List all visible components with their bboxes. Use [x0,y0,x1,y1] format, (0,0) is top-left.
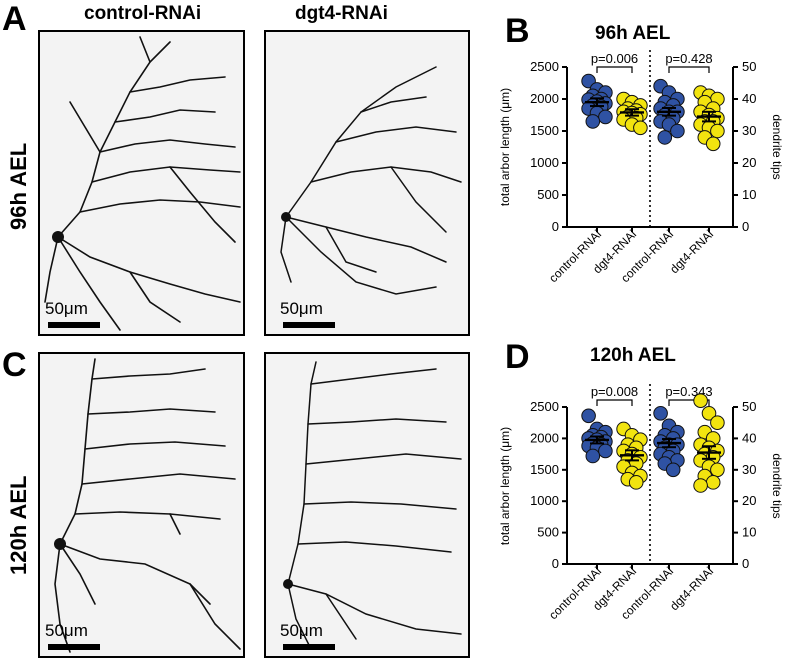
scale-bar [48,644,100,650]
data-point [705,136,721,152]
scale-bar [283,644,335,650]
y2-axis-label: dendrite tips [770,453,784,518]
data-point [585,114,601,129]
data-point [598,109,613,125]
scale-bar-label: 50μm [280,621,323,640]
data-point [585,448,601,464]
significance-bracket [596,399,633,406]
significance-bracket [596,66,633,73]
panel-letter-c: C [2,346,27,384]
y2-tick-label: 50 [742,59,756,74]
scale-bar-label: 50μm [280,299,323,318]
y-tick-label: 0 [552,219,559,234]
data-point [598,443,613,459]
chart-title-120h: 120h AEL [590,345,676,366]
panel-letter-b: B [505,12,530,50]
y-axis: 0 500 1000 1500 2000 2500 [530,399,568,571]
neuron-image [280,66,462,295]
data-point [657,130,673,145]
y2-tick-label: 20 [742,493,756,508]
y-axis: 0 500 1000 1500 2000 2500 [530,59,568,234]
micrograph-dgt4-96h: 50μm [264,30,470,336]
y-tick-label: 1500 [530,123,559,138]
data-point [670,123,685,139]
y2-tick-label: 0 [742,219,749,234]
significance-bracket [668,66,710,73]
chart-d: 0 500 1000 1500 2000 2500 0 10 20 30 40 50 total a… [498,384,784,622]
scale-bar [48,322,100,328]
y-tick-label: 500 [537,187,559,202]
significance-bracket [668,399,710,406]
row-label-120h: 120h AEL [6,475,31,575]
data-point [710,415,725,431]
data-point [665,462,681,478]
data-point [693,393,708,409]
y-tick-label: 1000 [530,493,559,508]
y-tick-label: 1000 [530,155,559,170]
panel-letter-a: A [2,0,27,38]
micrograph-control-120h: 50μm [38,352,245,658]
p-value-label: p=0.006 [591,51,638,66]
y2-tick-label: 40 [742,91,756,106]
data-point [633,120,648,136]
y2-tick-label: 10 [742,525,756,540]
micrograph-control-96h: 50μm [38,30,245,336]
column-header-dgt4: dgt4-RNAi [295,3,388,24]
neuron-image [283,361,462,650]
scale-bar-label: 50μm [45,299,88,318]
y2-axis: 0 10 20 30 40 50 [732,399,756,571]
y-tick-label: 2000 [530,91,559,106]
column-header-control: control-RNAi [84,3,202,24]
data-point [581,408,596,424]
y-tick-label: 2000 [530,430,559,445]
row-label-96h: 96h AEL [6,142,31,230]
panel-letter-d: D [505,338,530,376]
y2-axis: 0 10 20 30 40 50 [732,59,756,234]
x-tick-label: dgt4-RNAi [667,227,716,276]
y2-tick-label: 40 [742,430,756,445]
y2-tick-label: 30 [742,462,756,477]
data-point [628,475,644,490]
p-value-label: p=0.428 [665,51,712,66]
data-point [693,478,708,493]
y2-tick-label: 30 [742,123,756,138]
y2-tick-label: 0 [742,556,749,571]
x-tick-label: control-RNAi [546,564,604,622]
scale-bar [283,322,335,328]
y-tick-label: 1500 [530,462,559,477]
y-axis-label: total arbor length (μm) [498,88,512,206]
chart-title-96h: 96h AEL [595,23,671,44]
scale-bar-label: 50μm [45,621,88,640]
x-tick-label: dgt4-RNAi [667,564,716,613]
data-point [710,462,725,478]
p-value-label: p=0.008 [591,384,638,399]
y-tick-label: 500 [537,525,559,540]
y2-tick-label: 50 [742,399,756,414]
data-point [701,405,717,421]
neuron-image [54,358,241,653]
y-tick-label: 2500 [530,399,559,414]
micrograph-dgt4-120h: 50μm [264,352,470,658]
y-tick-label: 2500 [530,59,559,74]
y-axis-label: total arbor length (μm) [498,427,512,545]
y2-tick-label: 20 [742,155,756,170]
x-tick-label: control-RNAi [546,227,604,285]
chart-b: 0 500 1000 1500 2000 2500 0 10 20 30 40 50 total a… [498,50,784,285]
y2-axis-label: dendrite tips [770,114,784,179]
y-tick-label: 0 [552,556,559,571]
neuron-image [44,36,241,331]
data-point [653,405,668,421]
data-point [705,475,721,490]
y2-tick-label: 10 [742,187,756,202]
data-point [710,123,725,139]
